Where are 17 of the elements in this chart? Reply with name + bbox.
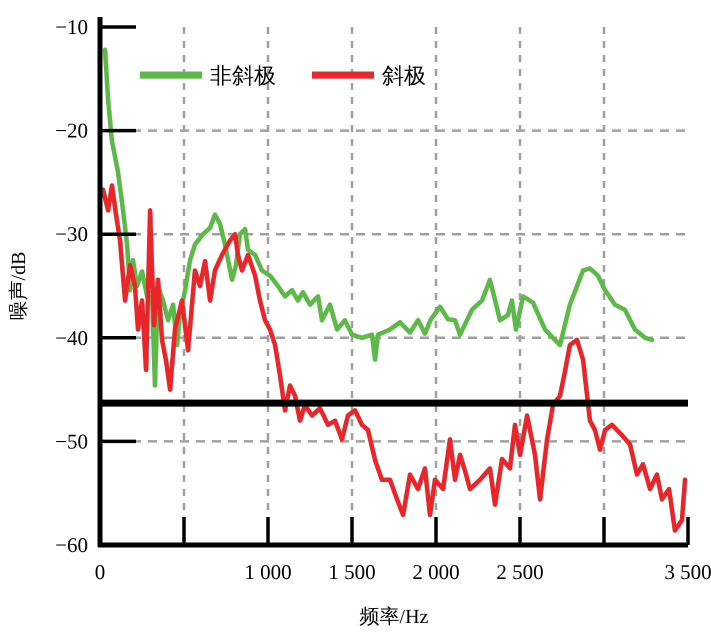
x-axis-title: 频率/Hz xyxy=(360,606,429,628)
x-tick-label: 1 500 xyxy=(328,560,376,584)
x-tick-label: 3 500 xyxy=(664,560,711,584)
y-tick-label: −50 xyxy=(55,429,88,454)
y-tick-label: −60 xyxy=(55,533,88,557)
legend-label: 斜极 xyxy=(382,63,426,88)
legend-label: 非斜极 xyxy=(210,63,276,88)
x-tick-label: 2 000 xyxy=(412,560,460,584)
y-tick-label: −40 xyxy=(55,326,88,350)
y-tick-label: −30 xyxy=(55,222,88,246)
x-tick-label: 1 000 xyxy=(244,560,292,584)
line-series xyxy=(100,183,688,533)
x-tick-label: 0 xyxy=(94,560,106,584)
y-tick-label: −10 xyxy=(55,15,88,39)
y-axis-title: 噪声/dB xyxy=(8,252,30,320)
x-tick-label: 2 500 xyxy=(496,560,544,584)
y-tick-label: −20 xyxy=(55,118,88,143)
